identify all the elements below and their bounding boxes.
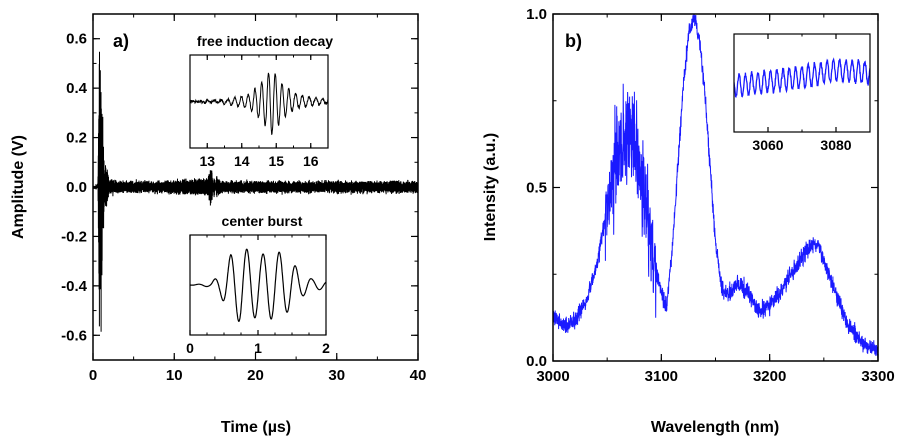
y-tick-label: 0.5 xyxy=(526,180,547,197)
y-tick-label: 0.0 xyxy=(526,353,547,370)
y-tick-label: 0.4 xyxy=(66,80,88,97)
y-tick-label: -0.2 xyxy=(61,228,87,245)
x-tick-label: 0 xyxy=(186,340,194,356)
inset-burst-ticks: 0 1 2 xyxy=(186,235,330,356)
inset-fid-ticks: 13 14 15 16 xyxy=(189,55,329,169)
y-tick-label: 1.0 xyxy=(526,6,547,23)
x-axis-label-b: Wavelength (nm) xyxy=(651,419,779,436)
panel-a: 0 10 20 30 400.60.40.20.0-0.2-0.4-0.6 a) Tim… xyxy=(10,13,427,436)
x-tick-label: 1 xyxy=(254,340,262,356)
x-tick-label: 2 xyxy=(322,340,330,356)
panel-label-a: a) xyxy=(113,31,129,51)
x-tick-label: 10 xyxy=(166,367,183,384)
x-tick-label: 3100 xyxy=(645,368,678,385)
y-tick-label: 0.0 xyxy=(66,179,87,196)
x-tick-label: 14 xyxy=(234,153,250,169)
x-tick-label: 3300 xyxy=(861,368,894,385)
x-tick-label: 0 xyxy=(89,367,97,384)
x-tick-label: 16 xyxy=(303,153,319,169)
inset-burst-line xyxy=(190,248,326,322)
inset-fid-title: free induction decay xyxy=(197,33,333,49)
y-tick-label: 0.2 xyxy=(66,130,87,147)
inset-b-background xyxy=(734,34,870,132)
x-tick-label: 13 xyxy=(199,153,215,169)
panel-b: 3000 3100 3200 3300 0.0 0.5 1.0 b) Wavelength … xyxy=(482,6,895,436)
x-tick-label: 3080 xyxy=(820,137,851,153)
y-axis-label-a: Amplitude (V) xyxy=(10,135,27,239)
y-tick-label: -0.6 xyxy=(61,327,87,344)
inset-burst-title: center burst xyxy=(222,213,303,229)
y-axis-label-b: Intensity (a.u.) xyxy=(482,133,499,241)
inset-fid-line xyxy=(190,72,328,136)
x-tick-label: 20 xyxy=(247,367,264,384)
inset-b-ticks: 3060 3080 xyxy=(733,34,871,153)
series-b-line xyxy=(553,14,878,359)
y-tick-label: -0.4 xyxy=(61,278,88,295)
x-tick-label: 40 xyxy=(410,367,427,384)
x-axis-label-a: Time (µs) xyxy=(221,419,291,436)
panel-label-b: b) xyxy=(565,31,582,51)
y-tick-label: 0.6 xyxy=(66,31,87,48)
inset-b-line xyxy=(734,57,870,98)
ticks-a: 0 10 20 30 400.60.40.20.0-0.2-0.4-0.6 xyxy=(61,13,427,384)
x-tick-label: 15 xyxy=(268,153,284,169)
x-tick-label: 30 xyxy=(328,367,345,384)
x-tick-label: 3060 xyxy=(752,137,783,153)
series-a-line xyxy=(93,51,418,332)
inset-burst-background xyxy=(190,235,326,335)
ticks-b: 3000 3100 3200 3300 0.0 0.5 1.0 xyxy=(526,6,895,385)
x-tick-label: 3000 xyxy=(536,368,569,385)
x-tick-label: 3200 xyxy=(753,368,786,385)
